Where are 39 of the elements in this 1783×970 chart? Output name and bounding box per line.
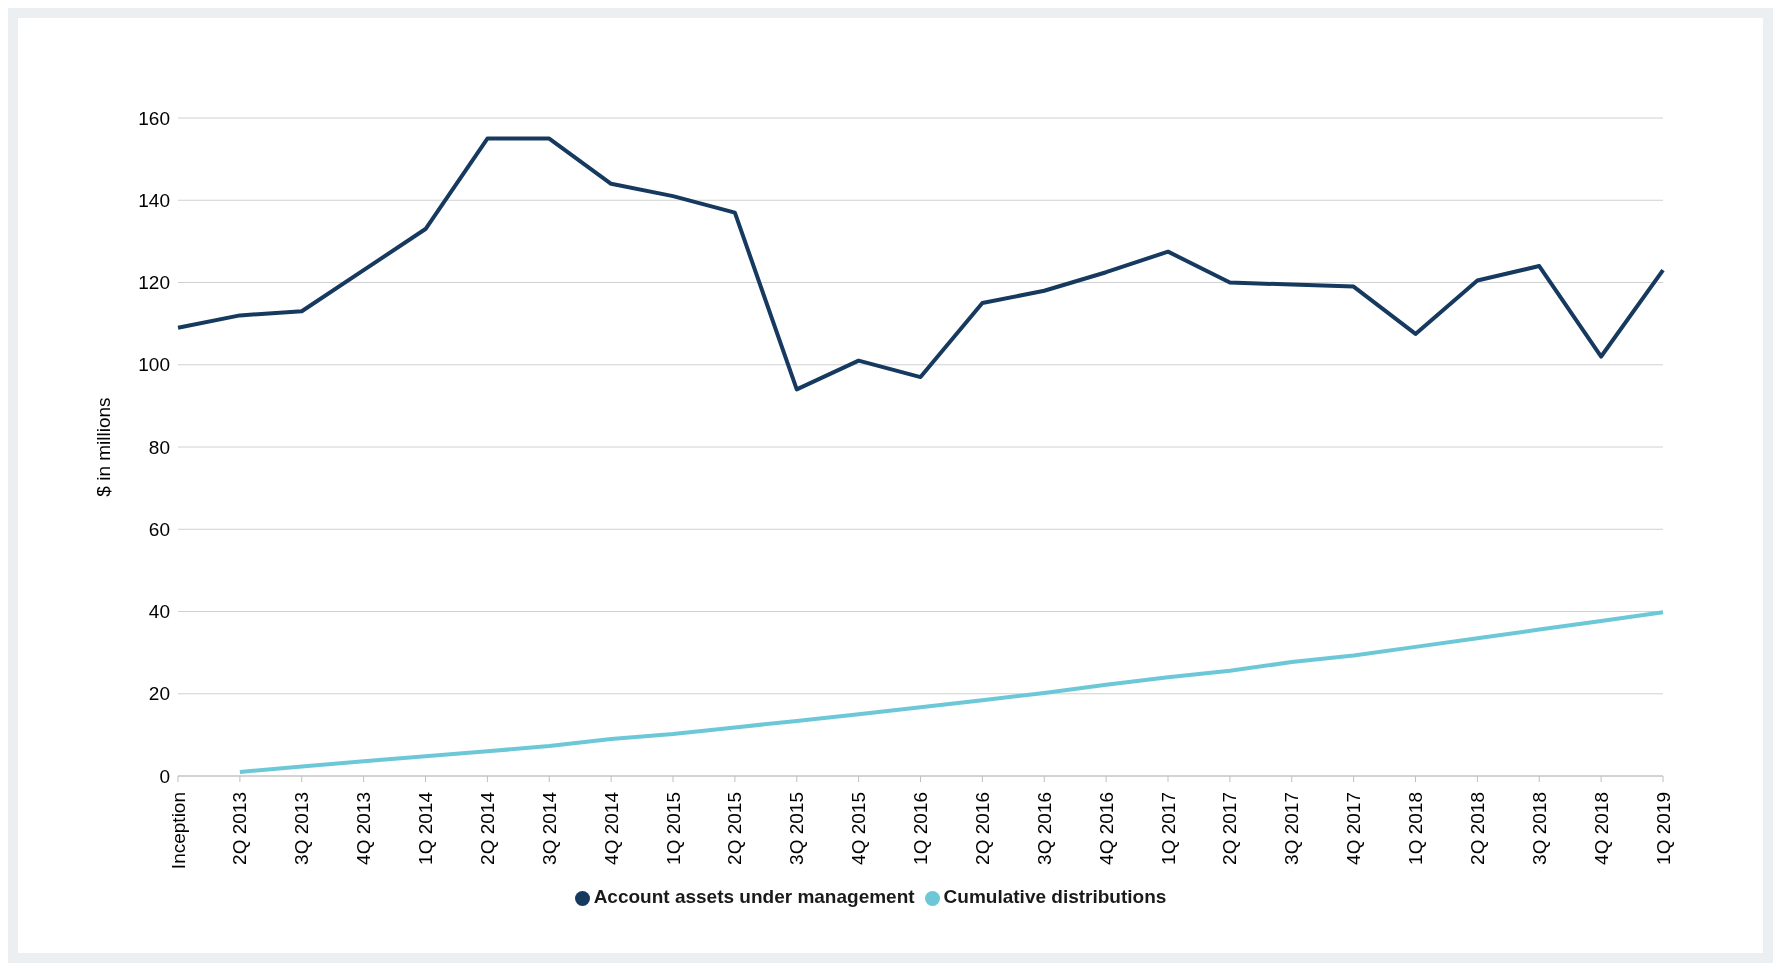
line-series	[176, 136, 1665, 392]
x-tick-label: 3Q 2013	[291, 792, 313, 865]
y-tick-label: 140	[138, 189, 170, 211]
x-tick-label: 1Q 2017	[1157, 792, 1179, 865]
x-tick-label: 4Q 2016	[1095, 792, 1117, 865]
x-tick-label: 2Q 2014	[476, 791, 498, 865]
x-tick-label: 1Q 2015	[662, 792, 684, 865]
x-tick-label: 2Q 2016	[971, 792, 993, 865]
x-tick-label: 4Q 2015	[848, 792, 870, 865]
x-tick-label: 1Q 2014	[415, 791, 436, 865]
legend-label: Account assets under management	[593, 886, 915, 907]
y-tick-label: 40	[148, 601, 170, 623]
x-tick-label: 2Q 2017	[1219, 792, 1241, 865]
x-tick-label: 2Q 2015	[724, 792, 746, 865]
x-tick-label: 3Q 2015	[786, 792, 808, 865]
y-axis-title: $ in millions	[92, 397, 114, 497]
legend-label: Cumulative distributions	[943, 886, 1167, 907]
x-tick-label: 2Q 2013	[229, 792, 251, 865]
y-tick-label: 20	[148, 683, 170, 705]
x-tick-label: 4Q 2017	[1343, 792, 1365, 865]
x-tick-label: 3Q 2016	[1033, 792, 1055, 865]
y-tick-label: 120	[138, 272, 170, 294]
x-tick-label: 1Q 2018	[1405, 792, 1426, 865]
x-tick-label: Inception	[167, 792, 189, 870]
x-tick-label: 3Q 2017	[1281, 792, 1303, 865]
x-tick-label: 4Q 2014	[600, 791, 622, 865]
y-tick-label: 0	[159, 765, 170, 787]
x-tick-label: 3Q 2014	[538, 791, 560, 865]
y-tick-label: 60	[148, 518, 170, 540]
y-tick-label: 160	[138, 107, 170, 129]
y-tick-label: 80	[148, 436, 170, 458]
y-tick-label: 100	[138, 354, 170, 376]
x-tick-label: 3Q 2018	[1528, 792, 1550, 865]
x-tick-label: 4Q 2018	[1590, 792, 1612, 865]
line-series	[237, 610, 1665, 774]
x-tick-label: 1Q 2019	[1652, 792, 1674, 865]
x-tick-label: 2Q 2018	[1466, 792, 1488, 865]
x-tick-label: 1Q 2016	[910, 792, 931, 865]
x-tick-label: 4Q 2013	[353, 792, 375, 865]
